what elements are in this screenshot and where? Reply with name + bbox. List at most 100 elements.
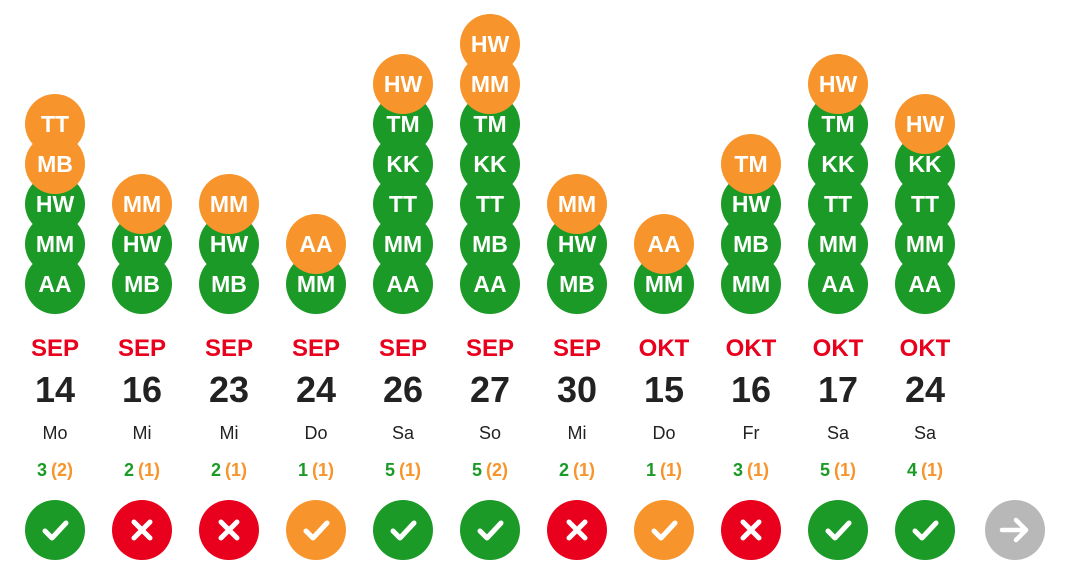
status-button[interactable] bbox=[199, 500, 259, 560]
yes-count: 5 bbox=[384, 460, 395, 480]
weekday-label: Sa bbox=[826, 423, 850, 443]
status-button[interactable] bbox=[808, 500, 868, 560]
month-label: OKT bbox=[899, 335, 951, 362]
day-number: 16 bbox=[730, 369, 772, 410]
vote-count: 2 (1) bbox=[194, 459, 264, 481]
maybe-count: (2) bbox=[51, 460, 73, 480]
cross-icon bbox=[566, 519, 588, 541]
status-button[interactable] bbox=[373, 500, 433, 560]
status-button[interactable] bbox=[460, 500, 520, 560]
day-column: MM MB HW TM OKT 16 Fr 3 (1) bbox=[716, 0, 786, 581]
attendee-badge: HW bbox=[373, 54, 433, 114]
month-label: SEP bbox=[291, 335, 341, 362]
day-number: 24 bbox=[904, 369, 946, 410]
attendee-stack: AA MM TT KK TM HW bbox=[803, 0, 873, 320]
attendee-stack: AA MM TT KK TM HW bbox=[368, 0, 438, 320]
cross-icon bbox=[218, 519, 240, 541]
attendee-badge: AA bbox=[286, 214, 346, 274]
vote-count: 5 (2) bbox=[455, 459, 525, 481]
status-button[interactable] bbox=[721, 500, 781, 560]
check-icon bbox=[303, 520, 330, 541]
maybe-count: (1) bbox=[834, 460, 856, 480]
day-column: MM AA SEP 24 Do 1 (1) bbox=[281, 0, 351, 581]
vote-count: 5 (1) bbox=[368, 459, 438, 481]
status-button[interactable] bbox=[547, 500, 607, 560]
day-number: 16 bbox=[121, 369, 163, 410]
yes-count: 2 bbox=[210, 460, 221, 480]
maybe-count: (1) bbox=[921, 460, 943, 480]
day-number: 23 bbox=[208, 369, 250, 410]
attendee-badge: HW bbox=[895, 94, 955, 154]
check-icon bbox=[912, 520, 939, 541]
status-button[interactable] bbox=[25, 500, 85, 560]
attendee-stack: MM AA bbox=[281, 0, 351, 320]
month-label: SEP bbox=[204, 335, 254, 362]
yes-count: 2 bbox=[123, 460, 134, 480]
maybe-count: (1) bbox=[747, 460, 769, 480]
month-label: SEP bbox=[552, 335, 602, 362]
month-label: SEP bbox=[30, 335, 80, 362]
weekday-label: Sa bbox=[913, 423, 937, 443]
yes-count: 3 bbox=[36, 460, 47, 480]
yes-count: 5 bbox=[471, 460, 482, 480]
check-icon bbox=[42, 520, 69, 541]
weekday-label: Mi bbox=[132, 423, 152, 443]
vote-count: 3 (2) bbox=[20, 459, 90, 481]
attendee-stack: MB HW MM bbox=[194, 0, 264, 320]
attendee-stack: AA MB TT KK TM MM HW bbox=[455, 0, 525, 320]
month-label: OKT bbox=[725, 335, 777, 362]
check-icon bbox=[390, 520, 417, 541]
attendee-stack: MM MB HW TM bbox=[716, 0, 786, 320]
day-number: 27 bbox=[469, 369, 511, 410]
weekday-label: Mo bbox=[42, 423, 68, 443]
day-column: MM AA OKT 15 Do 1 (1) bbox=[629, 0, 699, 581]
status-button[interactable] bbox=[634, 500, 694, 560]
cross-icon bbox=[740, 519, 762, 541]
vote-count: 4 (1) bbox=[890, 459, 960, 481]
weekday-label: Do bbox=[304, 423, 328, 443]
attendee-badge: MM bbox=[112, 174, 172, 234]
yes-count: 2 bbox=[558, 460, 569, 480]
attendee-badge: MM bbox=[547, 174, 607, 234]
weekday-label: Sa bbox=[391, 423, 415, 443]
weekday-label: So bbox=[478, 423, 502, 443]
cross-icon bbox=[131, 519, 153, 541]
attendee-badge: TT bbox=[25, 94, 85, 154]
maybe-count: (1) bbox=[399, 460, 421, 480]
maybe-count: (1) bbox=[138, 460, 160, 480]
attendee-badge: HW bbox=[460, 14, 520, 74]
yes-count: 5 bbox=[819, 460, 830, 480]
attendee-stack: MB HW MM bbox=[107, 0, 177, 320]
month-label: OKT bbox=[812, 335, 864, 362]
attendee-badge: HW bbox=[808, 54, 868, 114]
check-icon bbox=[477, 520, 504, 541]
month-label: SEP bbox=[378, 335, 428, 362]
status-button[interactable] bbox=[286, 500, 346, 560]
vote-count: 1 (1) bbox=[281, 459, 351, 481]
day-column: MB HW MM SEP 23 Mi 2 (1) bbox=[194, 0, 264, 581]
weekday-label: Fr bbox=[742, 423, 760, 443]
day-column: AA MM TT KK TM HW SEP 26 Sa 5 (1) bbox=[368, 0, 438, 581]
arrow-right-icon bbox=[999, 517, 1029, 543]
attendee-stack: AA MM TT KK HW bbox=[890, 0, 960, 320]
day-column: MB HW MM SEP 30 Mi 2 (1) bbox=[542, 0, 612, 581]
vote-count: 2 (1) bbox=[542, 459, 612, 481]
day-number: 24 bbox=[295, 369, 337, 410]
status-button[interactable] bbox=[895, 500, 955, 560]
status-button[interactable] bbox=[112, 500, 172, 560]
next-page-button[interactable] bbox=[985, 500, 1045, 560]
check-icon bbox=[825, 520, 852, 541]
attendee-stack: AA MM HW MB TT bbox=[20, 0, 90, 320]
attendee-stack: MB HW MM bbox=[542, 0, 612, 320]
attendee-stack: MM AA bbox=[629, 0, 699, 320]
month-label: SEP bbox=[117, 335, 167, 362]
day-number: 26 bbox=[382, 369, 424, 410]
vote-count: 5 (1) bbox=[803, 459, 873, 481]
weekday-label: Mi bbox=[219, 423, 239, 443]
day-number: 15 bbox=[643, 369, 685, 410]
yes-count: 3 bbox=[732, 460, 743, 480]
maybe-count: (2) bbox=[486, 460, 508, 480]
vote-count: 3 (1) bbox=[716, 459, 786, 481]
maybe-count: (1) bbox=[225, 460, 247, 480]
